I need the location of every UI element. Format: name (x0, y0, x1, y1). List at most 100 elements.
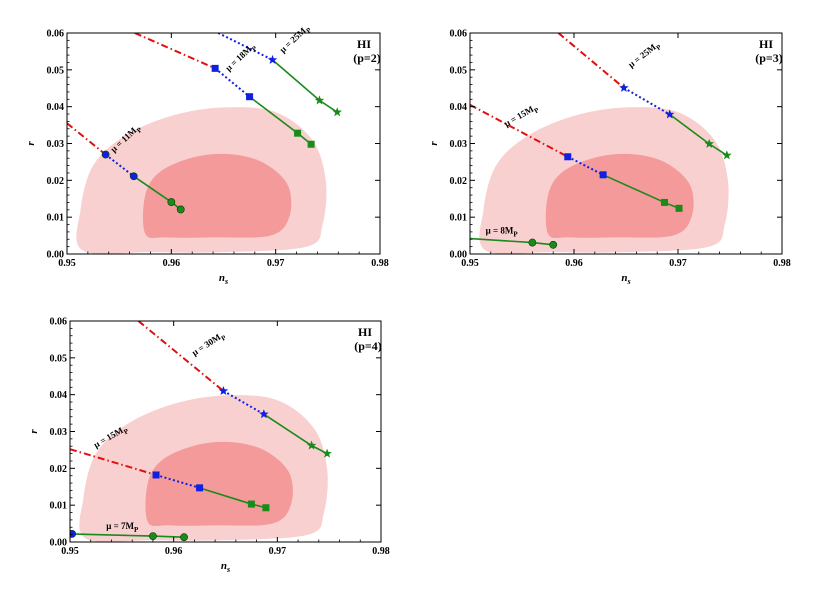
chart-title: HI (759, 37, 773, 51)
annotation-subscript: P (533, 106, 541, 115)
annotation-label: μ = 25MP (626, 39, 663, 72)
x-tick-label: 0.96 (165, 546, 183, 557)
marker-star (306, 440, 317, 450)
x-tick-label: 0.97 (267, 258, 285, 269)
x-tick-label: 0.95 (461, 258, 479, 269)
annotation-label: μ = 8MP (486, 226, 519, 239)
series-line-dotted (623, 87, 671, 116)
series-line-dashdot (557, 33, 625, 89)
plot-area (70, 321, 332, 542)
annotation-subscript: P (250, 44, 259, 53)
chart-panel-2: μ = 25MP μ = 15MP μ = 8MP 0.00 0.01 0.02 0.03 0… (428, 29, 791, 287)
chart-subtitle: (p=4) (354, 339, 382, 353)
x-tick-label: 0.95 (61, 546, 79, 557)
y-tick-label: 0.04 (50, 390, 68, 401)
marker-star (218, 385, 229, 396)
series-line-dotted (217, 33, 273, 61)
marker-square (294, 129, 302, 137)
y-tick-label: 0.06 (47, 29, 65, 40)
series-line-dashdot (70, 448, 157, 476)
marker-square (599, 171, 607, 179)
x-tick-label: 0.96 (163, 258, 181, 269)
y-tick-label: 0.01 (450, 213, 468, 224)
contour-inner (545, 153, 694, 239)
marker-square (246, 93, 254, 101)
marker-circle (101, 150, 110, 159)
y-tick-label: 0.04 (47, 102, 65, 113)
annotation-label: μ = 25MP (278, 22, 314, 57)
marker-star (267, 54, 278, 64)
chart-title: HI (357, 37, 371, 51)
marker-star (332, 107, 342, 117)
y-tick-label: 0.00 (450, 250, 468, 261)
marker-square (152, 471, 160, 479)
marker-circle (528, 238, 537, 247)
y-tick-label: 0.02 (50, 464, 68, 475)
chart-subtitle: (p=2) (353, 51, 381, 65)
marker-circle (70, 529, 76, 538)
series-line-dotted (104, 153, 135, 178)
x-tick-label: 0.97 (269, 546, 287, 557)
y-tick-label: 0.05 (50, 353, 68, 364)
series-line-solid (272, 59, 338, 113)
y-tick-label: 0.04 (450, 102, 468, 113)
marker-star (322, 448, 332, 458)
marker-square (196, 484, 204, 492)
marker-star (704, 138, 714, 148)
x-axis-label-subscript: s (224, 277, 228, 286)
marker-circle (149, 532, 157, 541)
y-tick-label: 0.06 (50, 317, 68, 328)
y-tick-label: 0.02 (47, 176, 65, 187)
annotation-label: μ = 7MP (106, 521, 139, 534)
annotation-subscript: P (134, 526, 139, 534)
y-tick-label: 0.03 (47, 139, 65, 150)
y-axis-label: r (25, 141, 37, 146)
marker-square (211, 64, 219, 72)
x-tick-label: 0.95 (58, 258, 76, 269)
series-line-dotted (222, 390, 265, 416)
annotation-subscript: P (135, 125, 144, 134)
y-tick-label: 0.01 (50, 501, 68, 512)
annotation-subscript: P (655, 43, 664, 52)
contour-inner (142, 153, 292, 239)
y-tick-label: 0.05 (450, 65, 468, 76)
marker-square (262, 504, 270, 512)
marker-circle (176, 205, 185, 214)
x-tick-label: 0.97 (669, 258, 687, 269)
marker-star (259, 409, 269, 419)
x-axis-label-subscript: s (627, 277, 631, 286)
annotation-label: μ = 18MP (223, 40, 259, 75)
marker-square (307, 140, 315, 148)
y-tick-label: 0.00 (50, 538, 68, 549)
series-line-dashdot (470, 103, 569, 158)
marker-star (619, 82, 629, 92)
marker-circle (129, 172, 138, 181)
marker-star (314, 95, 325, 105)
x-tick-label: 0.98 (372, 546, 390, 557)
series-line-dashdot (134, 33, 216, 70)
y-tick-label: 0.03 (450, 139, 468, 150)
y-tick-label: 0.03 (50, 427, 68, 438)
y-tick-label: 0.05 (47, 65, 65, 76)
series-line-dotted (155, 474, 200, 489)
annotation-subscript: P (304, 26, 313, 35)
marker-circle (549, 240, 558, 249)
y-axis-label: r (28, 429, 40, 434)
annotation-subscript: P (220, 333, 229, 342)
marker-square (675, 204, 683, 212)
annotation-label: μ = 15MP (502, 101, 541, 131)
marker-circle (167, 198, 176, 206)
marker-square (660, 198, 668, 206)
y-tick-label: 0.00 (47, 250, 65, 261)
plot-area (470, 33, 732, 254)
x-axis-label: ns (221, 560, 230, 574)
annotation-subscript: P (513, 231, 518, 239)
x-axis-label: ns (219, 272, 228, 286)
annotation-subscript: P (122, 427, 130, 436)
x-tick-label: 0.98 (773, 258, 791, 269)
plot-area (67, 33, 342, 254)
marker-circle (180, 533, 188, 542)
